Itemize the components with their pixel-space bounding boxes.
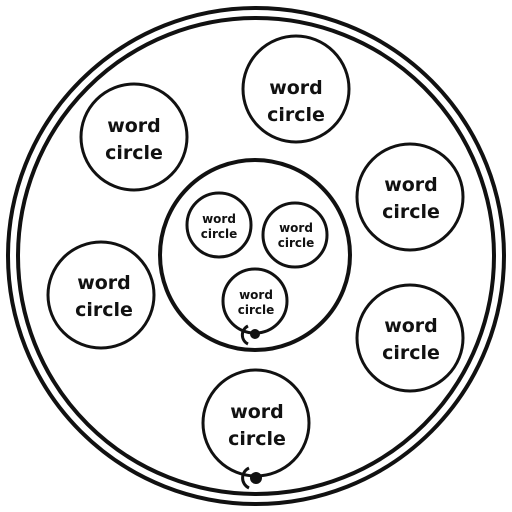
word-circle-line-1: word	[384, 315, 438, 337]
inner-word-circle-line-2: circle	[201, 227, 238, 241]
inner-word-circle-line-2: circle	[238, 303, 275, 317]
word-circle-line-1: word	[230, 401, 284, 423]
word-circle[interactable]: word circle	[355, 142, 465, 252]
inner-word-circle-line-2: circle	[278, 236, 315, 250]
inner-cluster-circle	[158, 158, 352, 352]
word-circle[interactable]: word circle	[79, 82, 189, 192]
inner-word-circle-line-1: word	[279, 221, 313, 235]
inner-word-circle-line-1: word	[239, 288, 273, 302]
outer-ring-anchor-icon	[241, 466, 262, 490]
word-circle-line-2: circle	[105, 142, 163, 164]
word-circle-line-2: circle	[382, 342, 440, 364]
word-circle[interactable]: word circle	[355, 283, 465, 393]
outer-ring-outer	[6, 6, 506, 506]
inner-word-circle-line-1: word	[202, 212, 236, 226]
word-circle[interactable]: word circle	[46, 240, 156, 350]
word-circle-line-2: circle	[75, 299, 133, 321]
word-circle-line-1: word	[77, 272, 131, 294]
word-circle-line-1: word	[384, 174, 438, 196]
word-circle-line-1: word	[107, 115, 161, 137]
inner-word-circle[interactable]: word circle	[185, 191, 253, 259]
word-circle[interactable]: word circle	[201, 368, 311, 478]
inner-word-circle[interactable]: word circle	[261, 201, 329, 269]
word-circle-line-1: word	[269, 77, 323, 99]
word-circle-line-2: circle	[228, 428, 286, 450]
word-circle[interactable]: word circle	[241, 34, 351, 144]
word-circle-line-2: circle	[267, 104, 325, 126]
outer-ring-inner	[16, 16, 496, 496]
inner-word-circle[interactable]: word circle	[221, 267, 289, 335]
word-circle-line-2: circle	[382, 201, 440, 223]
inner-cluster-anchor-icon	[240, 324, 260, 346]
